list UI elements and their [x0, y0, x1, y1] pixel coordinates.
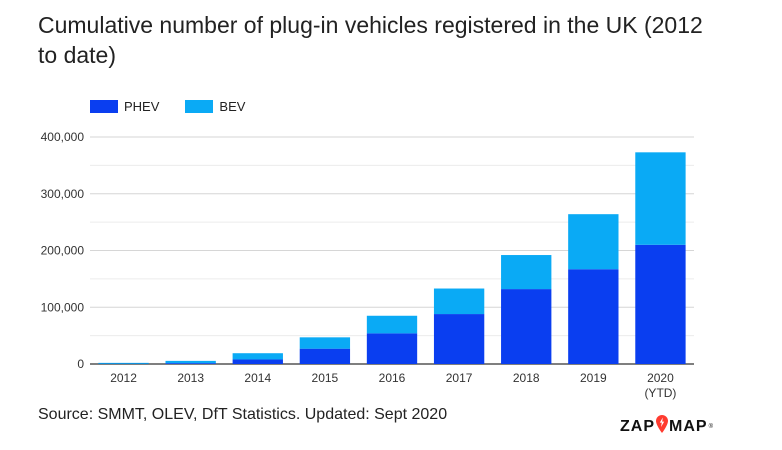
bar-phev: [165, 363, 216, 364]
bar-phev: [366, 333, 418, 364]
y-tick-label: 300,000: [41, 187, 85, 201]
zapmap-logo: ZAP MAP ®: [620, 415, 714, 438]
pin-bolt-icon: [656, 415, 668, 438]
legend-item-bev: BEV: [185, 99, 245, 114]
bar-phev: [635, 244, 686, 364]
logo-text-left: ZAP: [620, 417, 655, 435]
bar-phev: [299, 348, 351, 364]
bar-bev: [433, 288, 485, 315]
legend-item-phev: PHEV: [90, 99, 159, 114]
bar-phev: [501, 289, 552, 364]
x-tick-label: 2018: [513, 371, 540, 385]
legend-label-phev: PHEV: [124, 99, 160, 114]
bars: [98, 152, 686, 364]
bar-bev: [366, 315, 418, 334]
x-tick-label: 2016: [379, 371, 406, 385]
bar-bev: [98, 362, 149, 364]
x-tick-label: 2020: [647, 371, 674, 385]
bar-bev: [568, 214, 619, 270]
chart-legend: PHEV BEV: [90, 99, 271, 114]
x-tick-label: 2014: [244, 371, 271, 385]
bar-phev: [433, 314, 485, 364]
x-tick-label: 2013: [177, 371, 204, 385]
bar-bev: [232, 353, 283, 360]
legend-label-bev: BEV: [219, 99, 246, 114]
y-tick-label: 0: [77, 357, 84, 371]
legend-swatch-bev: [185, 100, 214, 113]
x-axis-ticks: 2012 2013 2014 2015 2016 2017 2018 2019 2020(YTD…: [110, 371, 676, 400]
x-tick-label: 2015: [312, 371, 339, 385]
bar-phev: [568, 269, 619, 364]
chart-title: Cumulative number of plug-in vehicles re…: [38, 12, 703, 68]
x-tick-label: 2019: [580, 371, 607, 385]
y-tick-label: 200,000: [41, 244, 85, 258]
y-axis-ticks: 0 100,000 200,000 300,000 400,000: [41, 130, 85, 371]
y-tick-label: 400,000: [41, 130, 85, 144]
y-tick-label: 100,000: [41, 300, 85, 314]
legend-swatch-phev: [90, 100, 118, 113]
x-tick-label: (YTD): [644, 386, 676, 400]
bar-phev: [232, 359, 283, 364]
x-tick-label: 2012: [110, 371, 137, 385]
bar-bev: [299, 337, 351, 349]
bar-bev: [165, 360, 216, 364]
logo-text-right: MAP: [669, 417, 708, 435]
bar-bev: [635, 152, 686, 245]
x-tick-label: 2017: [446, 371, 473, 385]
source-note: Source: SMMT, OLEV, DfT Statistics. Upda…: [38, 406, 448, 423]
bar-bev: [501, 255, 552, 290]
registered-mark: ®: [708, 423, 714, 430]
